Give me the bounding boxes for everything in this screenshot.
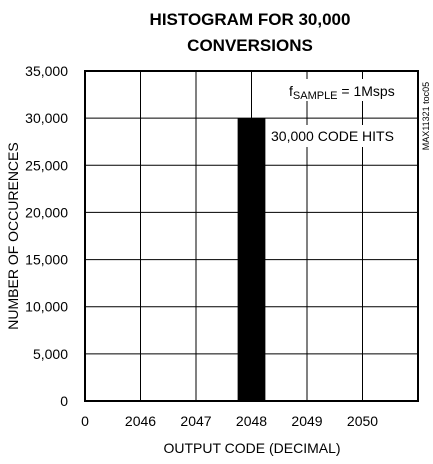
y-tick-label: 5,000 bbox=[33, 346, 68, 362]
hits-label-bg bbox=[267, 125, 407, 147]
x-tick-label: 2049 bbox=[291, 413, 322, 429]
x-tick-label: 2047 bbox=[180, 413, 211, 429]
bar-2048 bbox=[237, 118, 266, 402]
x-tick-label: 0 bbox=[81, 413, 89, 429]
x-tick-label: 2050 bbox=[347, 413, 378, 429]
x-tick-label: 2048 bbox=[236, 413, 267, 429]
chart-title-line-1: HISTOGRAM FOR 30,000 bbox=[150, 10, 351, 29]
fsample-label-bg bbox=[284, 79, 414, 101]
y-tick-label: 20,000 bbox=[25, 204, 68, 220]
fsample-subscript: SAMPLE bbox=[293, 90, 338, 102]
y-axis-label: NUMBER OF OCCURENCES bbox=[5, 142, 21, 329]
fsample-annotation: fSAMPLE = 1Msps bbox=[289, 83, 395, 102]
x-tick-labels: 0 2046 2047 2048 2049 2050 bbox=[81, 413, 378, 429]
y-tick-label: 30,000 bbox=[25, 110, 68, 126]
bars bbox=[237, 118, 266, 402]
x-axis-label: OUTPUT CODE (DECIMAL) bbox=[163, 440, 340, 456]
x-tick-label: 2046 bbox=[125, 413, 156, 429]
y-tick-labels: 0 5,000 10,000 15,000 20,000 25,000 30,000 35,0… bbox=[25, 63, 68, 409]
y-tick-label: 10,000 bbox=[25, 299, 68, 315]
fsample-prefix: f bbox=[289, 83, 293, 99]
y-tick-label: 35,000 bbox=[25, 63, 68, 79]
figure-code: MAX11321 toc05 bbox=[421, 82, 431, 150]
chart-title-line-2: CONVERSIONS bbox=[187, 36, 313, 55]
fsample-value: = 1Msps bbox=[338, 83, 395, 99]
hits-annotation: 30,000 CODE HITS bbox=[271, 128, 394, 144]
plot-frame bbox=[84, 70, 419, 402]
y-tick-label: 25,000 bbox=[25, 157, 68, 173]
y-tick-label: 15,000 bbox=[25, 252, 68, 268]
y-tick-label: 0 bbox=[60, 393, 68, 409]
